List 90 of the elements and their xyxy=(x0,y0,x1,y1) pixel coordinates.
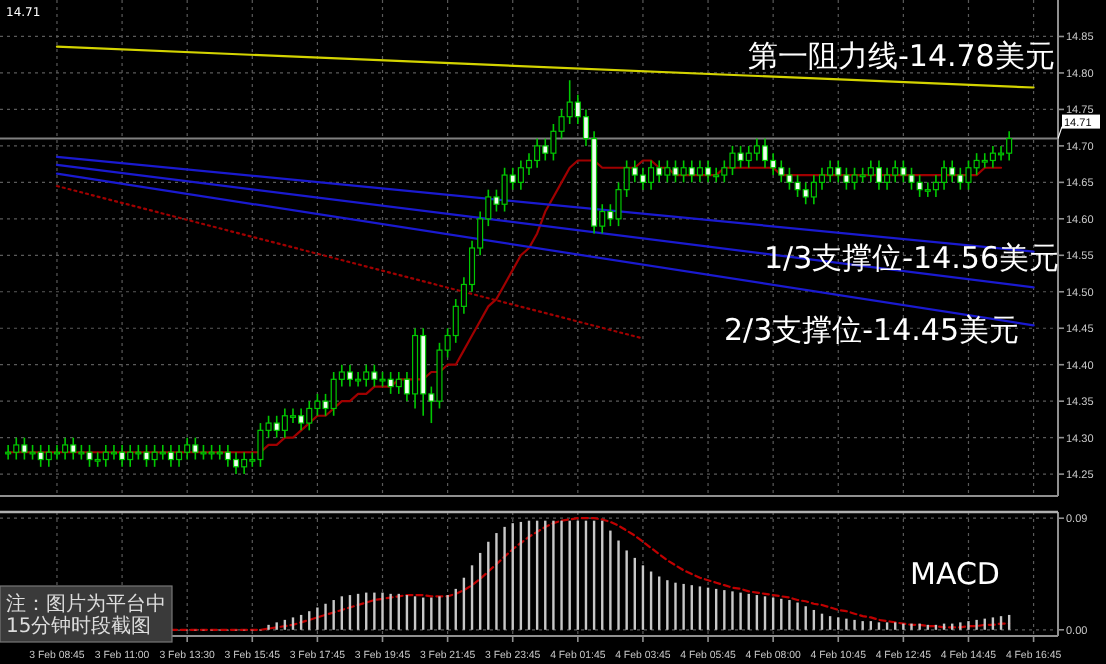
candlestick xyxy=(45,444,52,468)
candlestick xyxy=(672,159,679,184)
candlestick xyxy=(86,444,93,468)
candlestick xyxy=(648,159,655,191)
candlestick xyxy=(395,371,402,395)
candlestick xyxy=(835,159,842,184)
candlestick xyxy=(753,137,760,162)
candlestick xyxy=(102,444,109,468)
candlestick xyxy=(257,422,264,468)
candlestick xyxy=(387,371,394,395)
candlestick xyxy=(924,181,931,198)
candlestick xyxy=(696,159,703,184)
candlestick xyxy=(818,166,826,191)
annotation: 注：图片为平台中15分钟时段截图 xyxy=(6,592,166,638)
candlestick xyxy=(1006,130,1013,162)
candlestick xyxy=(631,159,638,184)
candlestick xyxy=(224,444,231,468)
candlestick xyxy=(21,436,28,461)
candlestick xyxy=(713,166,720,184)
candlestick xyxy=(371,363,378,388)
candlestick xyxy=(517,159,524,191)
candlestick xyxy=(192,436,199,461)
candlestick xyxy=(119,444,126,468)
candlestick xyxy=(867,159,874,184)
candlestick xyxy=(273,414,280,439)
candlestick xyxy=(794,174,801,198)
candlestick xyxy=(346,363,353,388)
candlestick xyxy=(761,137,769,169)
candlestick xyxy=(875,159,882,191)
candlestick xyxy=(241,451,248,475)
candlestick xyxy=(786,166,793,191)
candlestick xyxy=(289,407,297,424)
candlestick xyxy=(884,166,891,191)
candlestick xyxy=(143,444,150,468)
candlestick xyxy=(892,159,899,184)
candlestick xyxy=(355,371,362,388)
candlestick xyxy=(330,371,337,417)
candlestick xyxy=(37,444,44,468)
candlestick xyxy=(167,444,174,468)
candlestick xyxy=(705,159,712,184)
candlestick xyxy=(965,159,972,191)
candlestick xyxy=(534,137,541,169)
candlestick xyxy=(900,159,907,184)
candlestick xyxy=(525,152,533,176)
candlestick xyxy=(721,159,728,184)
candlestick xyxy=(745,145,752,169)
candlestick xyxy=(810,174,817,206)
candlestick xyxy=(680,159,687,184)
candlestick xyxy=(664,159,671,184)
candlestick xyxy=(501,166,508,213)
candlestick xyxy=(656,159,663,184)
candlestick xyxy=(941,159,948,191)
candlestick xyxy=(843,166,850,191)
candlestick xyxy=(62,436,69,461)
candlestick xyxy=(151,444,158,468)
annotation: 第一阻力线-14.78美元 xyxy=(748,38,1055,74)
candlestick xyxy=(802,181,809,206)
candlestick xyxy=(281,407,288,439)
candlestick xyxy=(932,174,939,198)
candlestick xyxy=(688,159,695,184)
candlestick xyxy=(778,159,785,184)
line-series xyxy=(169,517,1011,631)
candlestick xyxy=(827,159,834,184)
candlestick xyxy=(298,407,305,432)
candlestick xyxy=(232,451,240,475)
candlestick xyxy=(639,166,646,191)
candlestick xyxy=(973,152,980,176)
candlestick xyxy=(989,145,996,169)
candlestick xyxy=(770,152,777,176)
candlestick xyxy=(916,174,923,198)
candlestick xyxy=(13,436,20,461)
candlestick xyxy=(542,137,549,162)
candlestick xyxy=(908,166,915,191)
candlestick xyxy=(184,436,191,461)
candlestick xyxy=(737,145,744,169)
candlestick xyxy=(957,166,964,191)
candlestick xyxy=(949,159,956,184)
candlestick xyxy=(550,123,557,162)
annotation: 2/3支撑位-14.45美元 xyxy=(724,312,1019,348)
candlestick xyxy=(70,436,77,461)
candlestick xyxy=(176,444,183,468)
candlestick xyxy=(851,166,858,191)
candlestick xyxy=(363,363,370,388)
candlestick xyxy=(566,79,573,125)
candlestick xyxy=(127,444,134,468)
candlestick xyxy=(314,393,321,417)
candlestick xyxy=(729,145,736,176)
candlestick xyxy=(306,400,313,432)
annotation: MACD xyxy=(910,556,1000,592)
candlestick xyxy=(981,152,988,169)
